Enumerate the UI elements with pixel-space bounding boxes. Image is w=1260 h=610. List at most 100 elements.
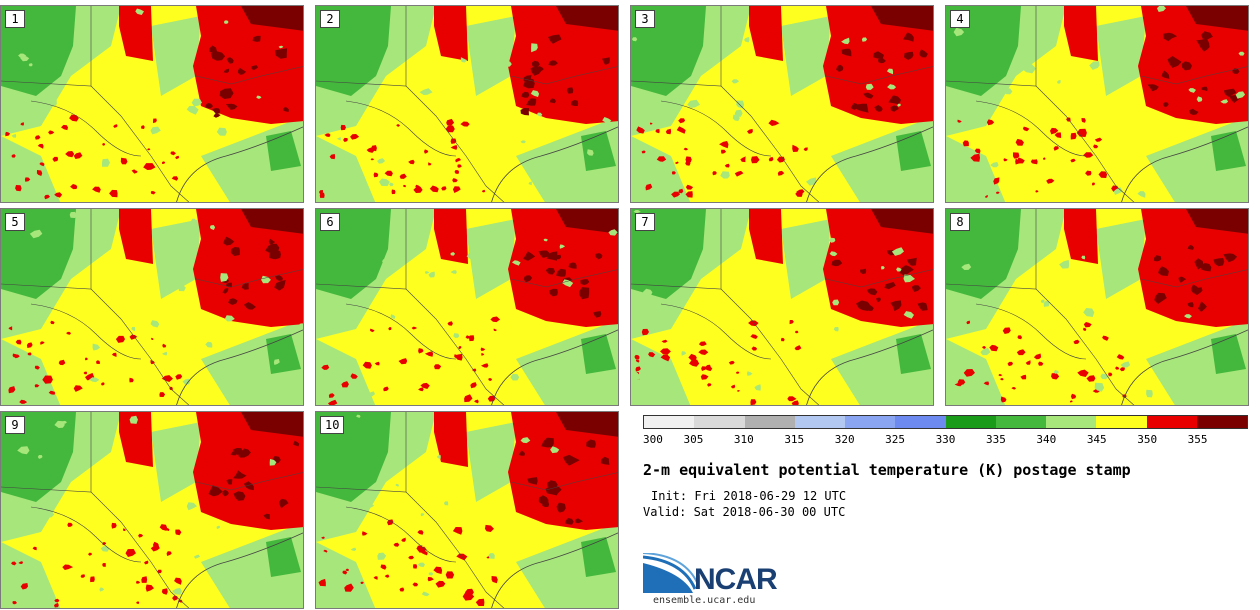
field-red-speck — [750, 399, 757, 405]
field-darkred-speck — [1178, 276, 1187, 283]
field-green-speck — [1053, 370, 1059, 374]
field-red-speck — [73, 385, 83, 392]
field-red-speck — [1073, 339, 1080, 345]
field-darkred-speck — [593, 311, 602, 318]
field-darkred-northeast — [871, 6, 933, 31]
field-red-speck — [1050, 127, 1059, 135]
field-red-speck — [324, 133, 331, 137]
field-darkred-speck — [1167, 56, 1182, 68]
field-red-speck — [655, 129, 660, 134]
field-red-speck — [1116, 354, 1125, 360]
field-red-speck — [676, 126, 686, 134]
field-red-speck — [15, 185, 22, 192]
field-red-speck — [795, 330, 799, 334]
field-darkred-speck — [878, 57, 886, 64]
field-red-speck — [162, 161, 166, 164]
field-green-speck — [18, 53, 27, 58]
field-darkred-speck — [841, 48, 852, 57]
field-green-speck — [99, 587, 105, 592]
field-darkred-speck — [243, 302, 257, 310]
field-green-speck — [1227, 175, 1240, 183]
field-red-speck — [166, 551, 172, 556]
field-red-speck — [728, 360, 735, 365]
field-green-speck — [897, 103, 901, 107]
field-red-speck — [1054, 132, 1062, 138]
field-darkred-speck — [279, 498, 289, 509]
field-darkred-speck — [1198, 301, 1207, 312]
field-red-speck — [408, 159, 415, 165]
field-green-speck — [390, 314, 396, 319]
field-light-green-center — [466, 422, 516, 502]
field-green-speck — [131, 327, 136, 332]
field-red-speck — [362, 531, 368, 536]
field-red-speck — [488, 378, 492, 381]
field-red-speck — [1053, 146, 1060, 151]
field-darkred-speck — [531, 60, 540, 68]
field-red-speck — [678, 118, 686, 124]
field-green-speck — [1156, 6, 1166, 12]
field-red-speck — [50, 320, 55, 325]
field-green-speck — [550, 446, 560, 454]
field-red-speck — [1007, 361, 1013, 367]
map-panel-5: 5 — [0, 208, 304, 406]
field-darkred-speck — [523, 77, 535, 89]
field-red-speck — [129, 377, 134, 383]
map-field — [631, 209, 933, 405]
field-red-speck — [321, 536, 325, 539]
field-green-speck — [1146, 389, 1153, 398]
field-red-speck — [144, 560, 149, 565]
field-red-speck — [58, 359, 66, 366]
field-red-speck — [413, 564, 418, 569]
colorbar-ticks: 300 305 310 315 320 325 330 335 340 345 350 355 — [643, 433, 1248, 447]
field-red-speck — [1070, 132, 1077, 140]
field-green-speck — [1057, 79, 1061, 84]
member-label: 9 — [5, 416, 25, 434]
ncar-logo-icon — [643, 553, 700, 593]
map-field — [1, 6, 303, 202]
field-red-speck — [321, 364, 330, 370]
field-red-speck — [401, 537, 406, 542]
member-label: 2 — [320, 10, 340, 28]
field-red-speck — [737, 390, 741, 392]
field-green-speck — [395, 483, 399, 487]
field-red-northeast — [193, 412, 303, 530]
field-green-speck — [336, 137, 341, 141]
field-red-speck — [481, 353, 485, 356]
field-green-speck — [37, 455, 43, 459]
field-red-speck — [671, 191, 681, 198]
field-green-speck — [833, 327, 839, 332]
field-green-speck — [182, 378, 191, 385]
field-red-speck — [1020, 374, 1027, 380]
field-red-speck — [388, 327, 392, 331]
field-green-speck — [367, 391, 375, 398]
field-green-gulf-patch — [896, 131, 931, 171]
colorbar-tick-label: 300 — [643, 433, 663, 446]
field-darkred-speck — [213, 112, 221, 118]
field-green-gulf-patch — [581, 131, 616, 171]
logo-url[interactable]: ensemble.ucar.edu — [653, 595, 756, 606]
field-red-speck — [27, 352, 32, 356]
field-darkred-speck — [890, 300, 902, 312]
field-darkred-speck — [520, 108, 530, 116]
field-red-speck — [175, 155, 180, 160]
field-darkred-speck — [223, 68, 230, 73]
coastline — [176, 329, 303, 405]
field-red-speck — [982, 346, 986, 349]
field-red-speck — [1017, 157, 1025, 164]
field-red-speck — [1011, 387, 1016, 390]
field-green-gulf-patch — [581, 334, 616, 374]
field-red-speck — [1015, 138, 1024, 146]
field-green-speck — [299, 323, 303, 328]
field-darkred-speck — [863, 92, 874, 99]
field-red-speck — [1025, 360, 1031, 365]
field-red-speck — [685, 156, 692, 163]
map-field — [1, 209, 303, 405]
field-green-speck — [631, 372, 640, 378]
field-red-speck — [724, 163, 730, 168]
field-green-speck — [520, 140, 526, 144]
field-darkred-speck — [1189, 108, 1199, 115]
field-green-speck — [379, 178, 390, 187]
field-red-speck — [374, 361, 380, 366]
field-red-speck — [131, 169, 136, 172]
field-red-speck — [1000, 396, 1007, 403]
